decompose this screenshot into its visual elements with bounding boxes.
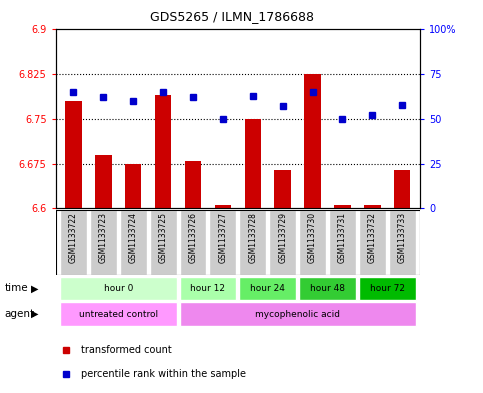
Text: GSM1133730: GSM1133730 [308,212,317,263]
Text: transformed count: transformed count [81,345,172,355]
Bar [180,277,236,300]
Text: ▶: ▶ [31,309,39,319]
Bar [125,163,142,208]
Text: hour 0: hour 0 [104,284,133,293]
Text: GSM1133732: GSM1133732 [368,212,377,263]
Bar [299,277,356,300]
Bar [210,210,236,275]
Bar [95,154,112,208]
Text: hour 48: hour 48 [310,284,345,293]
Text: GSM1133722: GSM1133722 [69,212,78,263]
Bar [359,277,416,300]
Bar [364,205,381,208]
Text: GSM1133727: GSM1133727 [218,212,227,263]
Bar [269,210,296,275]
Bar [215,205,231,208]
Bar [240,277,296,300]
Text: ▶: ▶ [31,283,39,294]
Text: GSM1133723: GSM1133723 [99,212,108,263]
Text: GSM1133729: GSM1133729 [278,212,287,263]
Bar [60,302,177,327]
Text: untreated control: untreated control [79,310,158,319]
Bar [334,205,351,208]
Text: hour 12: hour 12 [190,284,226,293]
Bar [180,302,416,327]
Bar [65,101,82,208]
Bar [274,169,291,208]
Bar [120,210,147,275]
Bar [359,210,386,275]
Bar [299,210,326,275]
Bar [155,95,171,208]
Text: GSM1133726: GSM1133726 [188,212,198,263]
Bar [389,210,416,275]
Text: percentile rank within the sample: percentile rank within the sample [81,369,246,379]
Bar [90,210,117,275]
Bar [185,161,201,208]
Text: GSM1133724: GSM1133724 [129,212,138,263]
Text: GSM1133725: GSM1133725 [158,212,168,263]
Bar [304,74,321,208]
Bar [180,210,207,275]
Bar [394,169,411,208]
Text: mycophenolic acid: mycophenolic acid [255,310,340,319]
Text: hour 72: hour 72 [370,284,405,293]
Text: agent: agent [5,309,35,319]
Text: GSM1133733: GSM1133733 [398,212,407,263]
Bar [150,210,177,275]
Text: time: time [5,283,28,294]
Text: GSM1133728: GSM1133728 [248,212,257,263]
Text: hour 24: hour 24 [250,284,285,293]
Bar [60,277,177,300]
Text: GSM1133731: GSM1133731 [338,212,347,263]
Bar [240,210,266,275]
Bar [244,119,261,208]
Text: GDS5265 / ILMN_1786688: GDS5265 / ILMN_1786688 [150,10,314,23]
Bar [329,210,356,275]
Bar [60,210,87,275]
